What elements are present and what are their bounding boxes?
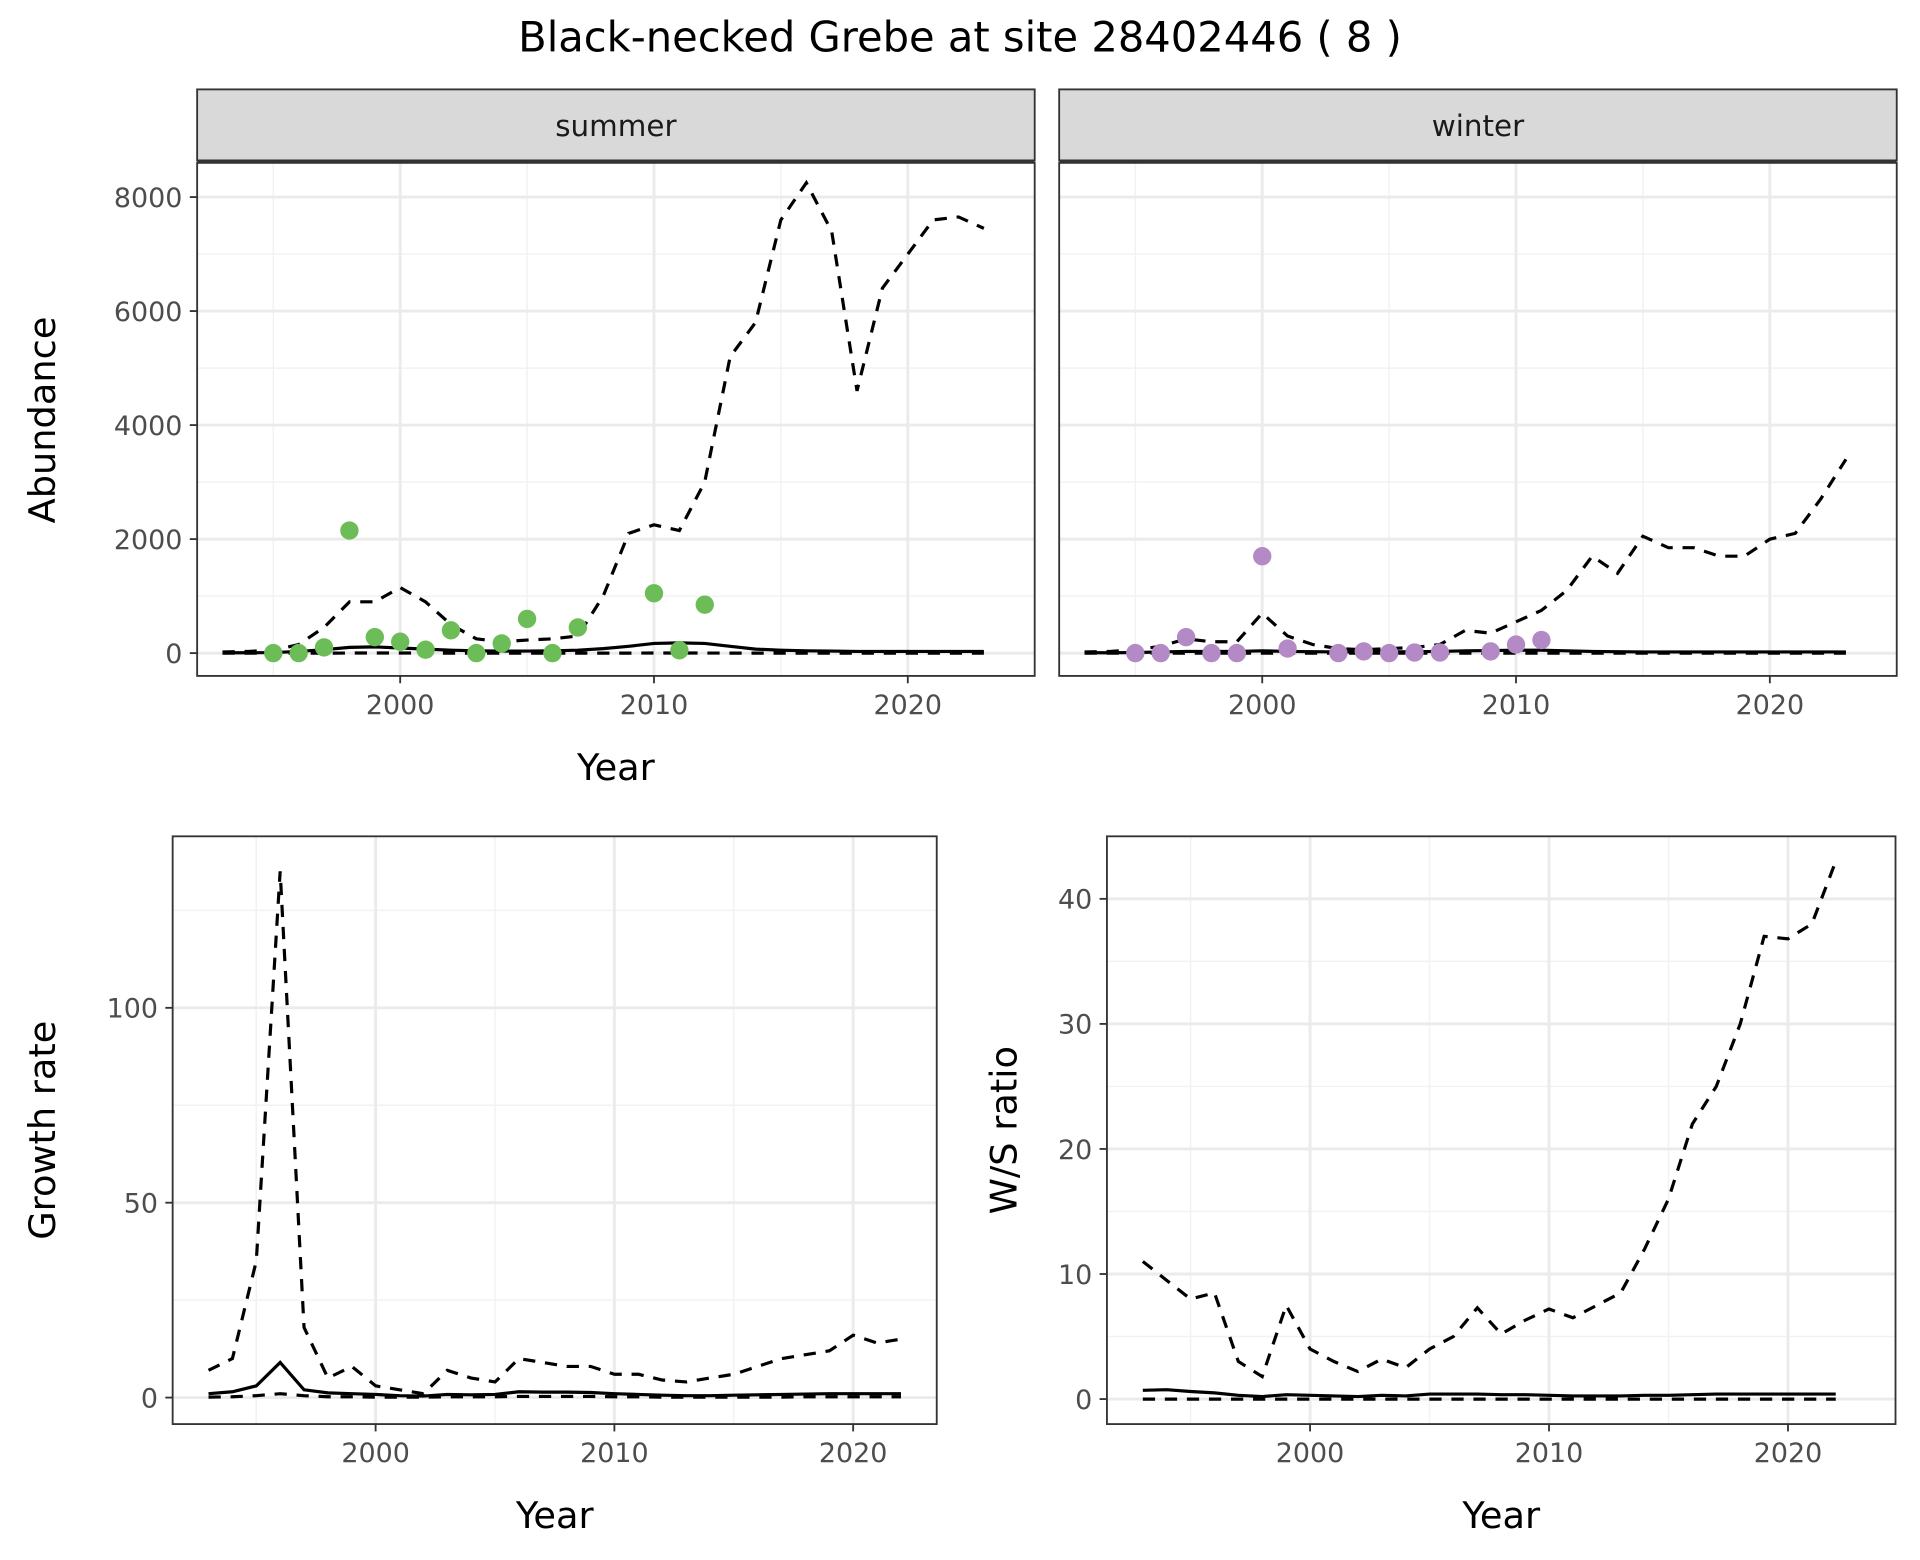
facet-strip <box>1058 88 1898 162</box>
y-axis-title: Abundance <box>21 317 64 524</box>
x-tick-label: 2000 <box>366 690 435 721</box>
panel-summer: 2000 2010 2020 0 2000 4000 6000 8000 summer Year A… <box>21 88 1036 789</box>
x-tick-label: 2000 <box>1228 690 1297 721</box>
y-tick-label: 0 <box>1075 1385 1092 1416</box>
data-point <box>1481 642 1500 661</box>
x-tick-label: 2020 <box>1736 690 1805 721</box>
y-tick-label: 10 <box>1058 1260 1092 1291</box>
data-point <box>1329 643 1348 663</box>
panel-ratio: 2000 2010 2020 0 10 20 30 40 Year W/S ratio <box>982 835 1897 1537</box>
panel-border <box>1106 835 1897 1425</box>
y-tick-label: 40 <box>1058 885 1092 916</box>
x-axis-title: Year <box>576 746 656 789</box>
data-point <box>441 621 461 640</box>
facet-label: winter <box>1432 109 1525 143</box>
data-point <box>264 643 283 663</box>
series-upper <box>207 871 902 1396</box>
data-point <box>1532 630 1551 650</box>
x-tick-label: 2010 <box>620 690 689 721</box>
data-point <box>670 641 689 660</box>
data-point <box>1202 643 1221 663</box>
facet-strip <box>196 88 1036 162</box>
facet-label: summer <box>555 109 677 143</box>
x-tick-label: 2010 <box>1515 1438 1584 1469</box>
data-point <box>1430 643 1450 662</box>
data-point <box>644 584 664 603</box>
data-point <box>1151 643 1170 663</box>
x-tick-label: 2020 <box>1754 1438 1823 1469</box>
panel-winter: 2000 2010 2020 winter <box>1058 88 1898 721</box>
data-point <box>1176 627 1196 647</box>
data-point <box>467 643 486 663</box>
x-tick-label: 2010 <box>1482 690 1551 721</box>
y-tick-label: 0 <box>141 1383 158 1414</box>
series-upper <box>1141 860 1838 1379</box>
series-median <box>1142 1388 1836 1399</box>
x-tick-label: 2010 <box>580 1438 649 1469</box>
data-point <box>492 634 511 653</box>
x-axis-title: Year <box>1461 1494 1541 1537</box>
data-point <box>1253 547 1272 566</box>
x-axis-title: Year <box>515 1494 595 1537</box>
chart-title: Black-necked Grebe at site 28402446 ( 8 … <box>518 12 1402 61</box>
y-axis-title: W/S ratio <box>982 1046 1025 1214</box>
x-tick-label: 2000 <box>1276 1438 1345 1469</box>
panel-growth: 2000 2010 2020 0 50 100 Year Growth rate <box>21 835 938 1537</box>
x-tick-label: 2020 <box>874 690 943 721</box>
y-tick-label: 50 <box>124 1188 158 1219</box>
data-point <box>391 632 410 651</box>
y-tick-label: 30 <box>1058 1010 1092 1041</box>
data-point <box>1227 643 1247 663</box>
y-axis-title: Growth rate <box>21 1021 64 1240</box>
series-median <box>208 1360 901 1398</box>
data-point <box>1405 643 1424 662</box>
data-point <box>365 627 384 647</box>
series-upper <box>1084 458 1848 654</box>
panel-border <box>171 835 938 1425</box>
data-point <box>1126 643 1145 663</box>
y-tick-label: 20 <box>1058 1135 1092 1166</box>
data-point <box>695 595 714 614</box>
data-point <box>1506 635 1526 654</box>
y-tick-label: 0 <box>165 639 182 670</box>
data-point <box>340 521 359 540</box>
data-point <box>314 638 334 657</box>
data-point <box>517 609 537 629</box>
y-tick-label: 2000 <box>114 525 183 556</box>
series-median <box>222 641 984 655</box>
data-point <box>1354 642 1373 661</box>
series-upper <box>222 179 985 654</box>
data-point <box>416 640 435 659</box>
y-tick-label: 100 <box>107 994 158 1025</box>
data-point <box>543 643 562 663</box>
data-point <box>1278 639 1297 658</box>
series-lower <box>208 1392 901 1399</box>
x-tick-label: 2000 <box>341 1438 410 1469</box>
x-tick-label: 2020 <box>819 1438 888 1469</box>
y-tick-label: 4000 <box>114 411 183 442</box>
y-tick-label: 8000 <box>114 183 183 214</box>
data-point <box>1379 643 1399 663</box>
y-tick-label: 6000 <box>114 297 183 328</box>
data-point <box>289 643 308 663</box>
data-point <box>568 618 588 637</box>
